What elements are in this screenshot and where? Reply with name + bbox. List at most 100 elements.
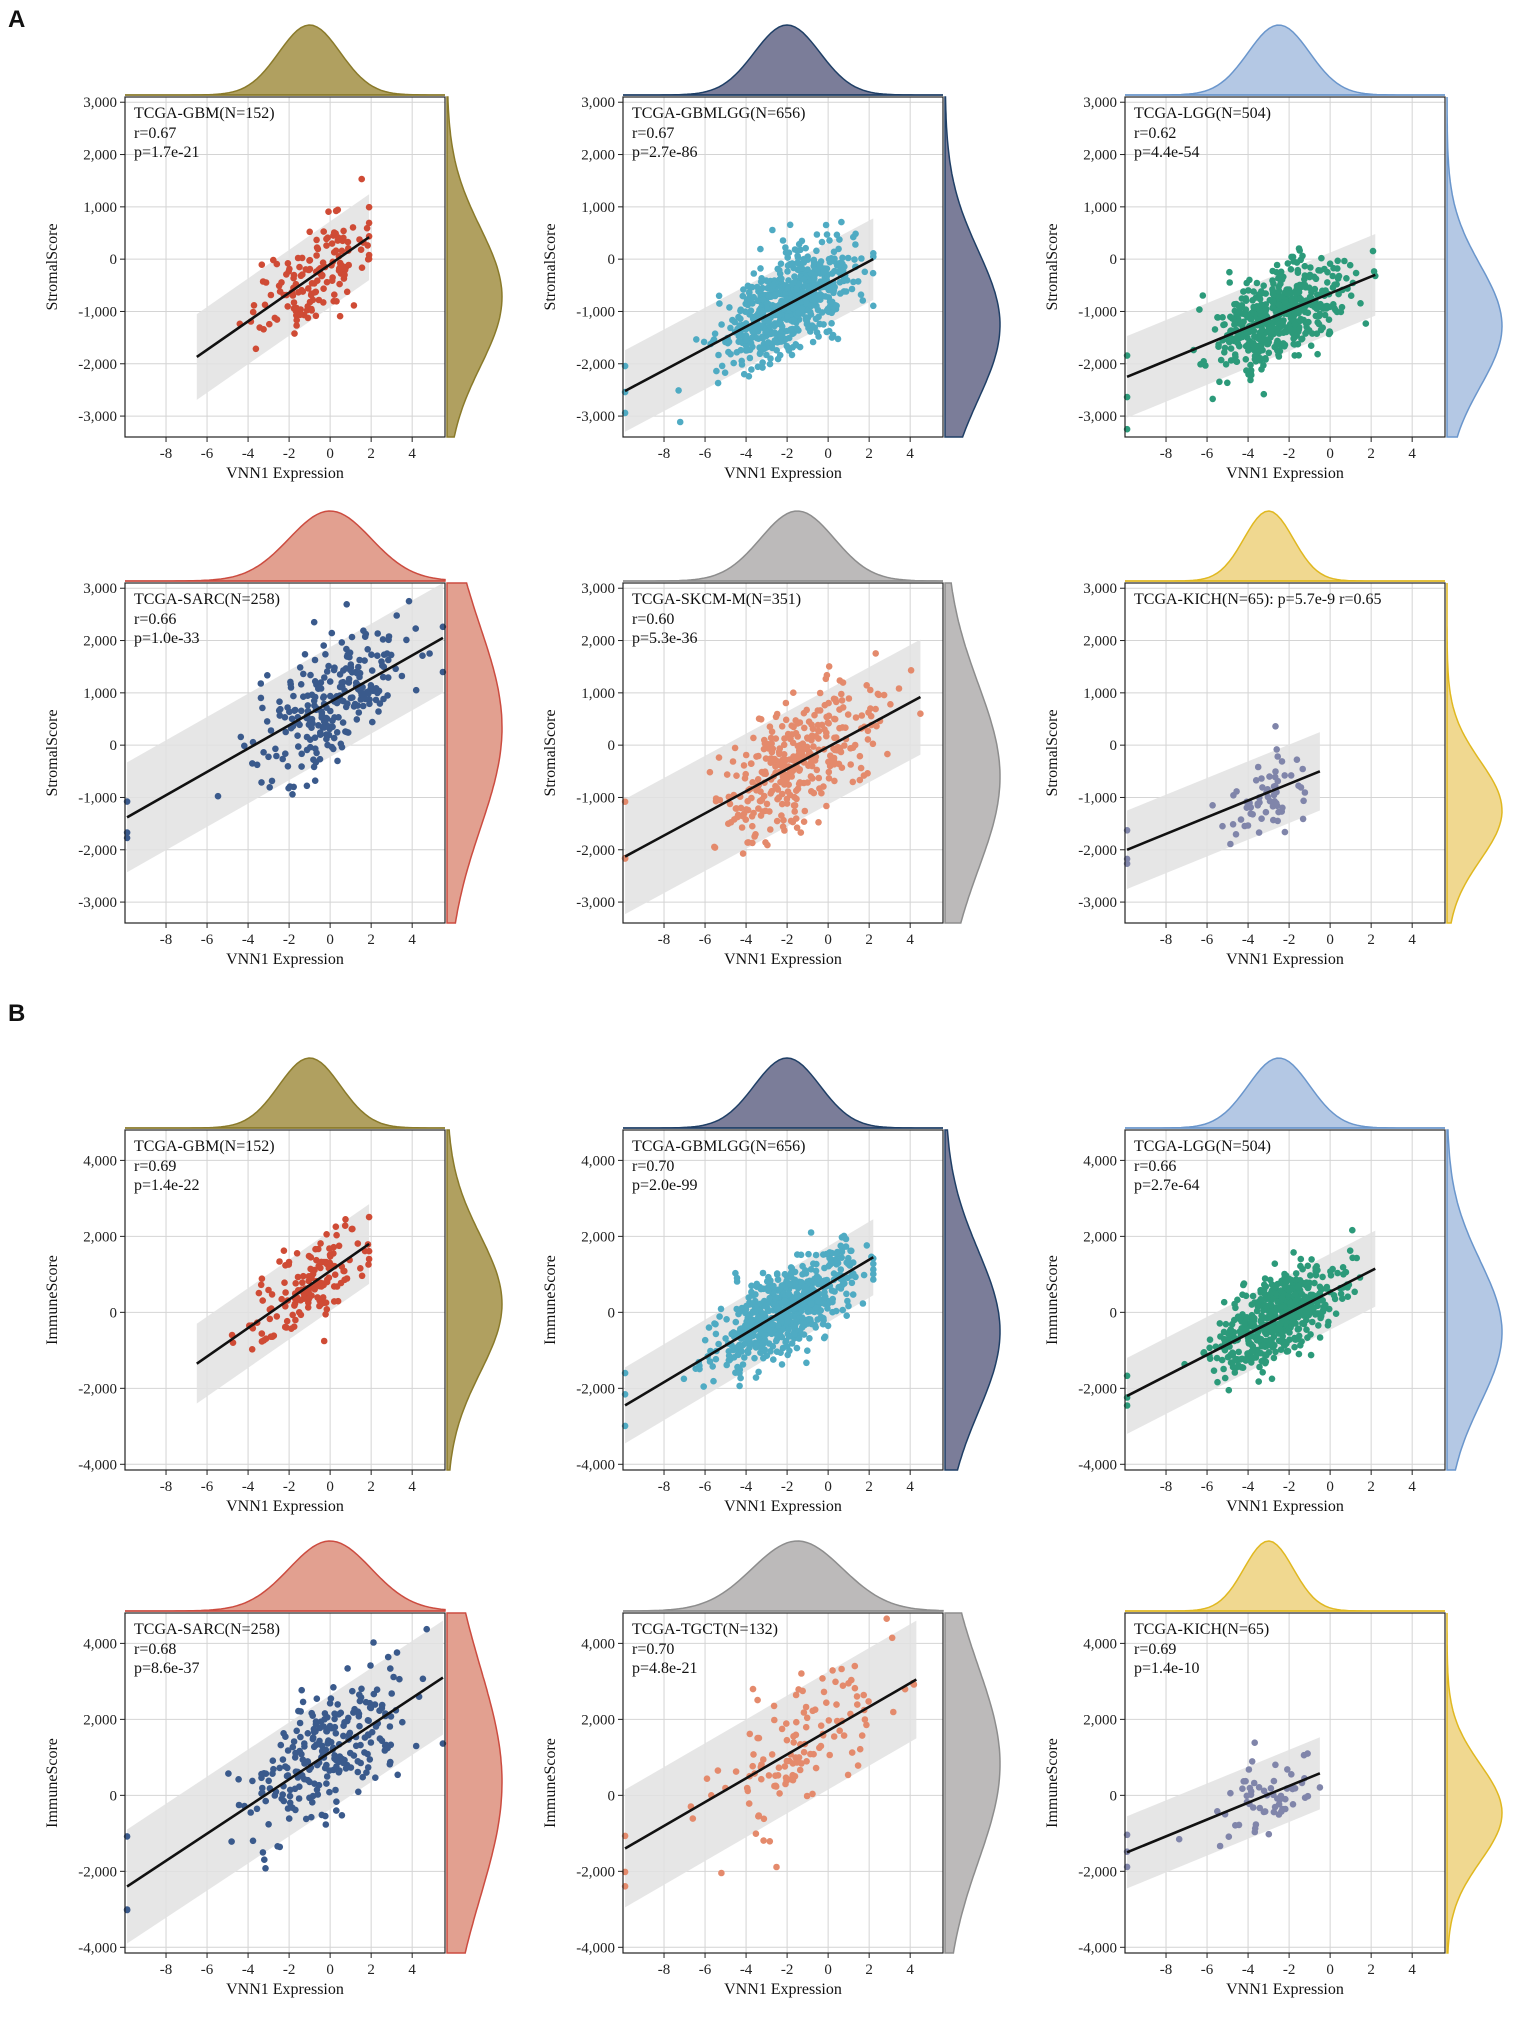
data-point xyxy=(765,1772,773,1779)
data-point xyxy=(816,320,823,328)
x-tick-label: -4 xyxy=(242,446,255,462)
y-tick-label: -2,000 xyxy=(576,1381,615,1397)
data-point xyxy=(412,625,420,632)
data-point xyxy=(270,256,277,264)
data-point xyxy=(771,1716,778,1724)
right-density-curve xyxy=(1446,583,1503,924)
data-point xyxy=(816,707,824,714)
data-point xyxy=(775,320,782,328)
x-tick-label: -2 xyxy=(1283,446,1296,462)
data-point xyxy=(751,1354,758,1362)
data-point xyxy=(1235,1348,1242,1356)
data-point xyxy=(292,1316,299,1324)
top-density-curve xyxy=(1125,1540,1445,1612)
data-point xyxy=(782,1311,789,1318)
x-tick-label: 2 xyxy=(367,1962,375,1978)
y-axis-label: StromalScore xyxy=(542,223,559,310)
y-tick-label: -3,000 xyxy=(1078,409,1117,425)
data-point xyxy=(1245,368,1252,376)
data-point xyxy=(1259,289,1266,297)
data-point xyxy=(746,354,754,362)
data-point xyxy=(262,279,270,286)
p-value-label: p=1.7e-21 xyxy=(134,144,199,161)
data-point xyxy=(838,690,845,698)
data-point xyxy=(357,1741,364,1749)
data-point xyxy=(813,329,821,336)
data-point xyxy=(313,749,320,757)
data-point xyxy=(853,1693,861,1700)
data-point xyxy=(1302,1309,1309,1317)
chart-title: TCGA-SARC(N=258) xyxy=(134,1621,280,1638)
data-point xyxy=(264,672,271,679)
y-tick-label: 2,000 xyxy=(1083,1229,1117,1245)
data-point xyxy=(838,697,846,704)
data-point xyxy=(1286,1287,1293,1294)
data-point xyxy=(1272,1348,1279,1356)
data-point xyxy=(322,1812,329,1820)
y-axis-label: ImmuneScore xyxy=(542,1255,559,1345)
data-point xyxy=(1288,253,1295,261)
data-point xyxy=(754,363,762,371)
data-point xyxy=(331,1710,338,1717)
data-point xyxy=(325,1725,332,1732)
data-point xyxy=(1289,1785,1296,1793)
y-tick-label: 0 xyxy=(608,738,616,754)
data-point xyxy=(1229,1349,1236,1356)
data-point xyxy=(356,656,363,664)
x-tick-label: 4 xyxy=(408,1479,416,1495)
data-point xyxy=(845,1302,852,1310)
data-point xyxy=(1330,301,1337,308)
data-point xyxy=(294,254,302,262)
y-tick-label: -4,000 xyxy=(1078,1457,1117,1473)
data-point xyxy=(786,221,794,229)
data-point xyxy=(1248,1341,1255,1348)
data-point xyxy=(283,271,290,278)
p-value-label: p=1.4e-22 xyxy=(134,1177,199,1194)
correlation-r-label: r=0.67 xyxy=(134,125,176,142)
data-point xyxy=(752,1830,760,1837)
data-point xyxy=(237,733,245,741)
data-point xyxy=(339,678,347,686)
x-tick-label: -4 xyxy=(242,1962,255,1978)
regression-line xyxy=(196,1242,370,1365)
data-point xyxy=(887,701,894,708)
data-point xyxy=(820,268,828,276)
data-point xyxy=(829,1295,836,1303)
data-point xyxy=(1264,793,1272,801)
data-point xyxy=(830,1733,838,1740)
data-point xyxy=(1247,361,1254,369)
data-point xyxy=(284,1747,292,1754)
data-point xyxy=(825,720,832,727)
data-point xyxy=(790,689,797,696)
data-point xyxy=(260,749,267,756)
data-point xyxy=(1295,326,1303,333)
top-density-curve xyxy=(623,1057,943,1129)
data-point xyxy=(825,663,833,670)
data-point xyxy=(1215,341,1222,348)
data-point xyxy=(829,1667,836,1674)
data-point xyxy=(1284,260,1292,267)
data-point xyxy=(299,271,306,278)
y-axis-label: StromalScore xyxy=(44,223,61,310)
data-point xyxy=(764,306,771,313)
data-point xyxy=(1278,293,1285,300)
data-point xyxy=(1307,1331,1314,1338)
data-point xyxy=(258,1275,266,1282)
data-point xyxy=(833,1251,841,1258)
data-point xyxy=(235,1776,242,1783)
data-point xyxy=(1286,325,1294,333)
x-tick-label: -6 xyxy=(201,1479,214,1495)
data-point xyxy=(1327,1272,1335,1279)
x-tick-label: -2 xyxy=(781,932,794,948)
data-point xyxy=(299,1698,307,1706)
data-point xyxy=(847,1260,854,1267)
data-point xyxy=(340,234,347,242)
data-point xyxy=(266,320,273,328)
x-tick-label: 0 xyxy=(1326,932,1334,948)
data-point xyxy=(798,749,805,756)
plot-frame xyxy=(1124,582,1446,924)
correlation-r-label: r=0.62 xyxy=(1134,125,1176,142)
data-point xyxy=(758,1761,765,1768)
data-point xyxy=(289,1743,297,1751)
y-tick-label: -2,000 xyxy=(78,1864,117,1880)
